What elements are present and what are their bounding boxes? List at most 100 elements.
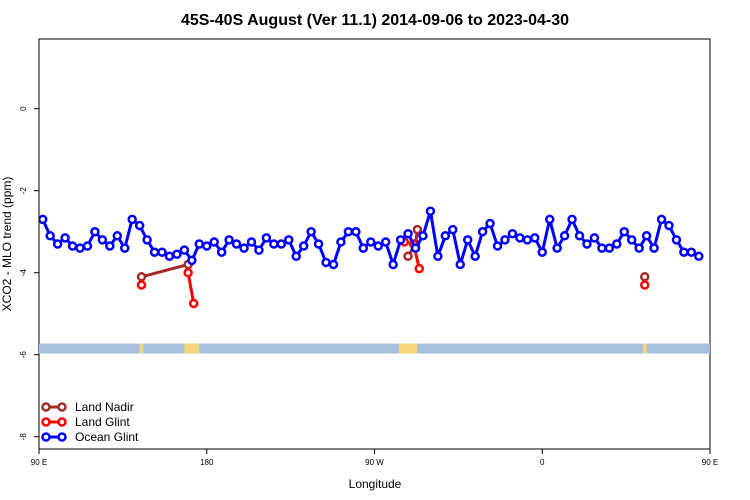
data-point	[515, 233, 525, 243]
y-tick-label: -2	[19, 187, 28, 195]
data-point	[544, 214, 555, 225]
data-point	[358, 243, 369, 253]
data-point	[433, 251, 443, 262]
data-point	[403, 251, 413, 262]
y-tick-label: 0	[19, 106, 28, 111]
data-point	[403, 229, 413, 239]
series-line	[186, 272, 196, 304]
data-point	[366, 237, 376, 247]
data-point	[75, 243, 85, 253]
data-point	[641, 231, 652, 241]
data-point	[671, 235, 682, 245]
data-point	[380, 237, 391, 247]
data-point	[559, 231, 570, 241]
y-tick-label: -6	[19, 351, 28, 359]
legend-marker	[57, 402, 67, 412]
data-point	[183, 267, 193, 278]
data-point	[500, 235, 510, 245]
series-group	[39, 206, 704, 309]
data-point	[188, 298, 199, 309]
data-point	[112, 231, 123, 241]
x-tick-label: 90 E	[31, 458, 47, 467]
data-point	[634, 243, 644, 253]
data-point	[60, 233, 70, 243]
data-point	[477, 226, 488, 237]
data-point	[597, 243, 607, 253]
data-point	[134, 220, 145, 231]
data-point	[224, 235, 234, 245]
data-point	[261, 233, 272, 243]
x-tick-label: 0	[540, 458, 545, 467]
data-point	[582, 239, 592, 249]
data-point	[90, 226, 100, 237]
data-point	[82, 241, 93, 251]
y-axis-label: XCO2 - MLO trend (ppm)	[0, 177, 14, 312]
data-point	[328, 259, 339, 270]
legend-marker	[41, 402, 51, 412]
x-axis-label: Longitude	[349, 477, 402, 491]
y-tick-label: -4	[19, 269, 28, 277]
data-point	[39, 214, 48, 225]
data-point	[686, 247, 697, 257]
data-point	[492, 241, 503, 251]
data-point	[552, 243, 562, 253]
data-point	[269, 239, 279, 249]
data-point	[209, 237, 219, 247]
data-point	[202, 241, 212, 251]
data-point	[291, 251, 301, 262]
data-point	[52, 239, 63, 249]
data-point	[216, 247, 227, 257]
data-point	[470, 251, 480, 262]
data-point	[239, 243, 249, 253]
data-point	[254, 245, 264, 255]
data-point	[136, 280, 147, 290]
data-point	[485, 218, 495, 229]
data-point	[343, 226, 354, 237]
data-point	[194, 239, 205, 249]
legend-marker	[57, 417, 67, 427]
data-point	[127, 214, 137, 225]
data-point	[640, 272, 650, 282]
data-point	[455, 259, 465, 270]
data-point	[306, 226, 316, 237]
x-axis: 90 E 180 90 W 0 90 E	[31, 449, 718, 467]
data-point	[679, 247, 689, 257]
data-point	[530, 233, 540, 243]
legend-label: Ocean Glint	[75, 430, 139, 444]
data-point	[284, 235, 294, 245]
data-point	[418, 231, 428, 241]
data-point	[136, 272, 147, 282]
data-point	[164, 251, 175, 262]
data-point	[276, 239, 287, 249]
y-tick-label: -8	[19, 433, 28, 441]
y-axis: 0 -2 -4 -6 -8	[19, 106, 39, 440]
data-point	[157, 247, 167, 257]
series-line	[141, 263, 189, 279]
land-strip-segment-1	[184, 343, 200, 354]
land-strip-segment-3	[642, 343, 647, 354]
data-point	[462, 235, 473, 245]
data-point	[507, 229, 518, 239]
data-point	[448, 224, 458, 235]
data-point	[589, 233, 600, 243]
x-tick-label: 90 E	[702, 458, 718, 467]
data-point	[640, 280, 650, 290]
data-point	[694, 251, 704, 262]
data-point	[149, 247, 160, 257]
data-point	[522, 235, 533, 245]
data-point	[656, 214, 667, 225]
data-point	[336, 237, 346, 247]
data-point	[395, 235, 406, 245]
legend-marker	[57, 432, 67, 442]
legend-item-land-glint: Land Glint	[41, 415, 130, 429]
data-point	[313, 239, 324, 249]
legend-marker	[41, 432, 51, 442]
data-point	[649, 243, 659, 253]
data-point	[45, 231, 55, 241]
data-point	[664, 220, 674, 231]
series-ocean-glint	[39, 206, 704, 270]
data-point	[440, 231, 451, 241]
data-point	[97, 235, 108, 245]
